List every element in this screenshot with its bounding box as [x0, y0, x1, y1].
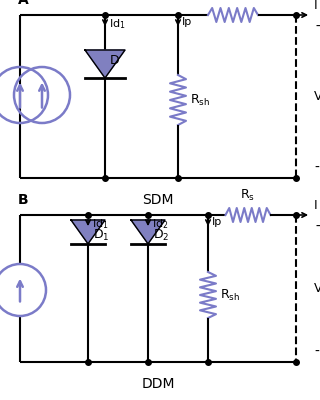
Text: +: + — [314, 219, 320, 233]
Text: DDM: DDM — [141, 377, 175, 391]
Text: A: A — [18, 0, 29, 7]
Text: -: - — [314, 345, 319, 359]
Text: $\mathregular{R_{sh}}$: $\mathregular{R_{sh}}$ — [220, 288, 240, 302]
Polygon shape — [85, 50, 125, 78]
Text: $\mathregular{R_s}$: $\mathregular{R_s}$ — [241, 188, 255, 203]
Text: SDM: SDM — [142, 193, 174, 207]
Text: $\mathregular{D_1}$: $\mathregular{D_1}$ — [93, 228, 109, 243]
Text: B: B — [18, 193, 28, 207]
Text: I: I — [314, 0, 318, 12]
Text: Ip: Ip — [182, 17, 192, 27]
Polygon shape — [131, 220, 165, 244]
Text: $\mathregular{Id_1}$: $\mathregular{Id_1}$ — [109, 17, 126, 31]
Text: D: D — [110, 54, 120, 66]
Text: +: + — [314, 19, 320, 33]
Text: I: I — [314, 199, 318, 212]
Text: Ip: Ip — [212, 217, 222, 227]
Text: -: - — [314, 161, 319, 175]
Text: V: V — [314, 90, 320, 103]
Text: V: V — [314, 282, 320, 295]
Text: $\mathregular{R_{sh}}$: $\mathregular{R_{sh}}$ — [190, 92, 210, 108]
Text: $\mathregular{D_2}$: $\mathregular{D_2}$ — [153, 228, 169, 243]
Polygon shape — [71, 220, 105, 244]
Text: $\mathregular{R_s}$: $\mathregular{R_s}$ — [226, 0, 241, 3]
Text: $\mathregular{Id_1}$: $\mathregular{Id_1}$ — [92, 217, 109, 231]
Text: $\mathregular{Id_2}$: $\mathregular{Id_2}$ — [152, 217, 169, 231]
